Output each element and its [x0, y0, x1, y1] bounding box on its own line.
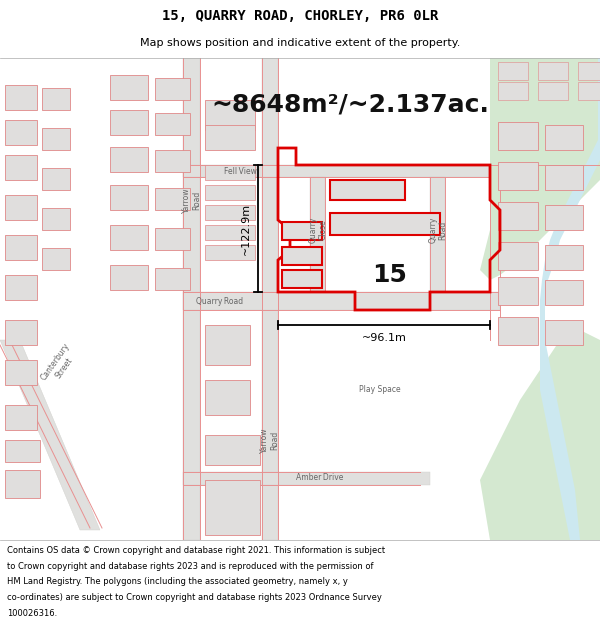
- Polygon shape: [183, 472, 430, 485]
- Bar: [498, 277, 538, 305]
- Bar: [545, 205, 583, 230]
- Bar: [498, 162, 538, 190]
- Bar: [205, 185, 255, 200]
- Text: Quarry
Road: Quarry Road: [428, 217, 448, 243]
- Bar: [110, 75, 148, 100]
- Bar: [545, 245, 583, 270]
- Text: Canterbury
Street: Canterbury Street: [40, 342, 80, 388]
- Bar: [538, 62, 568, 80]
- Bar: [498, 82, 528, 100]
- Bar: [5, 235, 37, 260]
- Bar: [155, 188, 190, 210]
- Bar: [282, 270, 322, 288]
- Bar: [205, 225, 255, 240]
- Bar: [5, 320, 37, 345]
- Bar: [498, 242, 538, 270]
- Bar: [5, 275, 37, 300]
- Bar: [205, 245, 255, 260]
- Bar: [110, 265, 148, 290]
- Bar: [5, 440, 40, 462]
- Bar: [5, 85, 37, 110]
- Text: ~8648m²/~2.137ac.: ~8648m²/~2.137ac.: [211, 93, 489, 117]
- Bar: [42, 248, 70, 270]
- Bar: [110, 225, 148, 250]
- Text: Quarry
Close: Quarry Close: [308, 217, 328, 243]
- Text: Amber Drive: Amber Drive: [296, 474, 344, 482]
- Bar: [205, 325, 250, 365]
- Bar: [5, 195, 37, 220]
- Bar: [578, 62, 600, 80]
- Bar: [155, 113, 190, 135]
- Polygon shape: [183, 292, 500, 310]
- Bar: [205, 205, 255, 220]
- Bar: [110, 185, 148, 210]
- Text: Play Space: Play Space: [359, 386, 401, 394]
- Text: co-ordinates) are subject to Crown copyright and database rights 2023 Ordnance S: co-ordinates) are subject to Crown copyr…: [7, 593, 382, 602]
- Bar: [498, 202, 538, 230]
- Bar: [42, 88, 70, 110]
- Bar: [205, 165, 255, 180]
- Text: to Crown copyright and database rights 2023 and is reproduced with the permissio: to Crown copyright and database rights 2…: [7, 562, 374, 571]
- Text: Map shows position and indicative extent of the property.: Map shows position and indicative extent…: [140, 39, 460, 49]
- Text: ~122.9m: ~122.9m: [241, 202, 251, 254]
- Bar: [498, 317, 538, 345]
- Bar: [330, 180, 405, 200]
- Bar: [578, 82, 600, 100]
- Bar: [545, 280, 583, 305]
- Text: 15, QUARRY ROAD, CHORLEY, PR6 0LR: 15, QUARRY ROAD, CHORLEY, PR6 0LR: [162, 9, 438, 23]
- Polygon shape: [262, 58, 278, 540]
- Bar: [498, 122, 538, 150]
- Bar: [205, 435, 260, 465]
- Bar: [205, 100, 255, 130]
- Polygon shape: [183, 165, 490, 177]
- Text: Fell View: Fell View: [224, 166, 256, 176]
- Bar: [5, 120, 37, 145]
- Bar: [110, 147, 148, 172]
- Text: ~96.1m: ~96.1m: [362, 333, 406, 343]
- Text: Contains OS data © Crown copyright and database right 2021. This information is : Contains OS data © Crown copyright and d…: [7, 546, 385, 555]
- Text: HM Land Registry. The polygons (including the associated geometry, namely x, y: HM Land Registry. The polygons (includin…: [7, 578, 348, 586]
- Bar: [545, 165, 583, 190]
- Polygon shape: [430, 177, 445, 292]
- Bar: [205, 380, 250, 415]
- Polygon shape: [480, 330, 600, 540]
- Polygon shape: [0, 340, 100, 530]
- Bar: [155, 228, 190, 250]
- Bar: [498, 62, 528, 80]
- Bar: [5, 405, 37, 430]
- Text: Yarrow
Road: Yarrow Road: [182, 188, 202, 213]
- Polygon shape: [183, 58, 200, 540]
- Bar: [282, 222, 322, 240]
- Bar: [330, 213, 440, 235]
- Polygon shape: [310, 177, 325, 292]
- Bar: [155, 150, 190, 172]
- Bar: [110, 110, 148, 135]
- Bar: [5, 470, 40, 498]
- Bar: [205, 480, 260, 535]
- Text: 15: 15: [373, 263, 407, 287]
- Polygon shape: [480, 58, 600, 280]
- Bar: [282, 247, 322, 265]
- Bar: [42, 128, 70, 150]
- Bar: [5, 360, 37, 385]
- Bar: [545, 320, 583, 345]
- Bar: [42, 208, 70, 230]
- Bar: [205, 125, 255, 150]
- Text: Quarry Road: Quarry Road: [196, 296, 244, 306]
- Polygon shape: [540, 58, 600, 540]
- Bar: [545, 125, 583, 150]
- Text: Yarrow
Road: Yarrow Road: [260, 428, 280, 452]
- Bar: [42, 168, 70, 190]
- Bar: [538, 82, 568, 100]
- Text: 100026316.: 100026316.: [7, 609, 58, 618]
- Bar: [155, 268, 190, 290]
- Bar: [5, 155, 37, 180]
- Bar: [155, 78, 190, 100]
